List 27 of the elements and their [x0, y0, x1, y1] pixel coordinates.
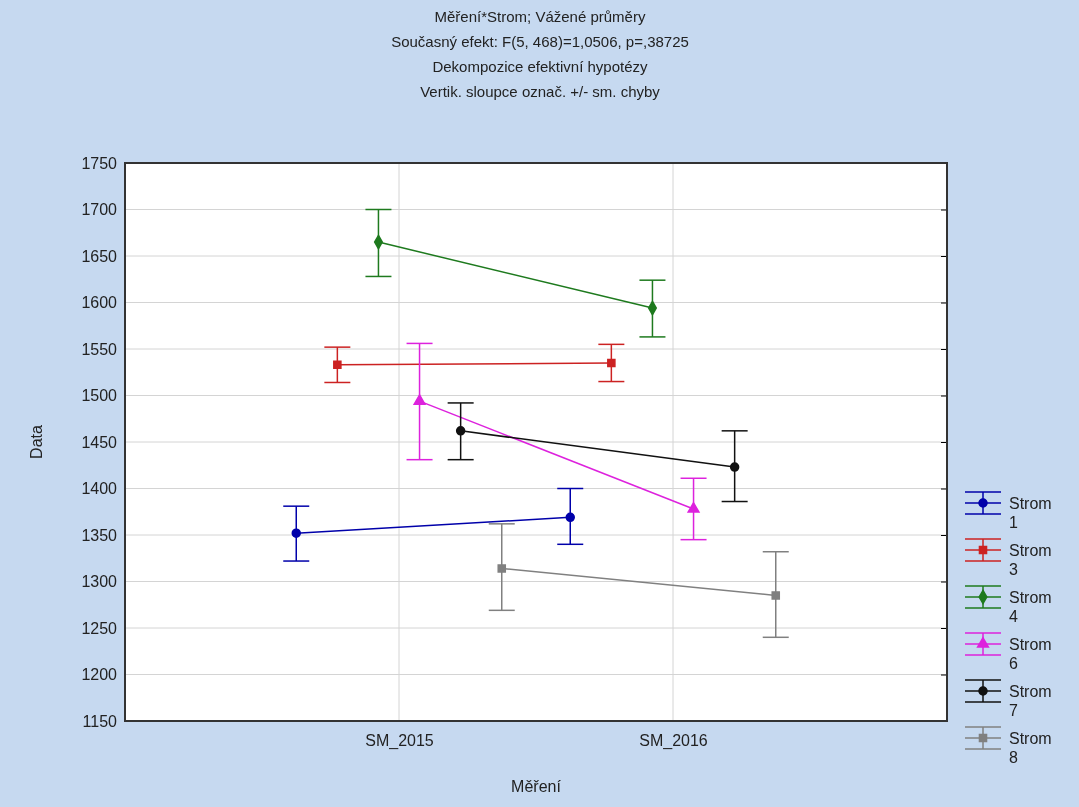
y-tick-label: 1250 — [81, 619, 118, 637]
x-tick-label: SM_2016 — [639, 732, 708, 751]
y-tick-label: 1700 — [81, 201, 118, 219]
legend-label: Strom 4 — [1009, 589, 1052, 625]
y-tick-label: 1750 — [81, 154, 118, 172]
legend-label: Strom 6 — [1009, 636, 1052, 672]
legend-label: Strom 1 — [1009, 495, 1052, 531]
x-tick-label: SM_2015 — [365, 732, 434, 751]
chart-subtitle: Současný efekt: F(5, 468)=1,0506, p=,38725 — [391, 33, 689, 50]
y-tick-label: 1300 — [81, 573, 118, 591]
legend-label: Strom 8 — [1009, 730, 1052, 766]
y-tick-label: 1350 — [81, 526, 118, 544]
y-tick-label: 1600 — [81, 294, 118, 312]
legend-label: Strom 7 — [1009, 683, 1052, 719]
y-tick-label: 1150 — [82, 712, 118, 730]
y-tick-label: 1200 — [81, 666, 118, 684]
text: Vertik. sloupce označ. +/- sm. chyby — [420, 83, 661, 100]
y-tick-label: 1400 — [81, 480, 118, 498]
y-tick-label: 1550 — [81, 340, 118, 358]
y-tick-label: 1650 — [81, 247, 118, 265]
y-axis-title: Data — [28, 425, 45, 459]
x-axis-title: Měření — [511, 778, 562, 795]
y-tick-label: 1450 — [81, 433, 118, 451]
chart-title: Měření*Strom; Vážené průměry — [434, 8, 646, 25]
y-tick-label: 1500 — [81, 387, 118, 405]
legend-label: Strom 3 — [1009, 542, 1052, 578]
text: Dekompozice efektivní hypotézy — [432, 58, 649, 75]
